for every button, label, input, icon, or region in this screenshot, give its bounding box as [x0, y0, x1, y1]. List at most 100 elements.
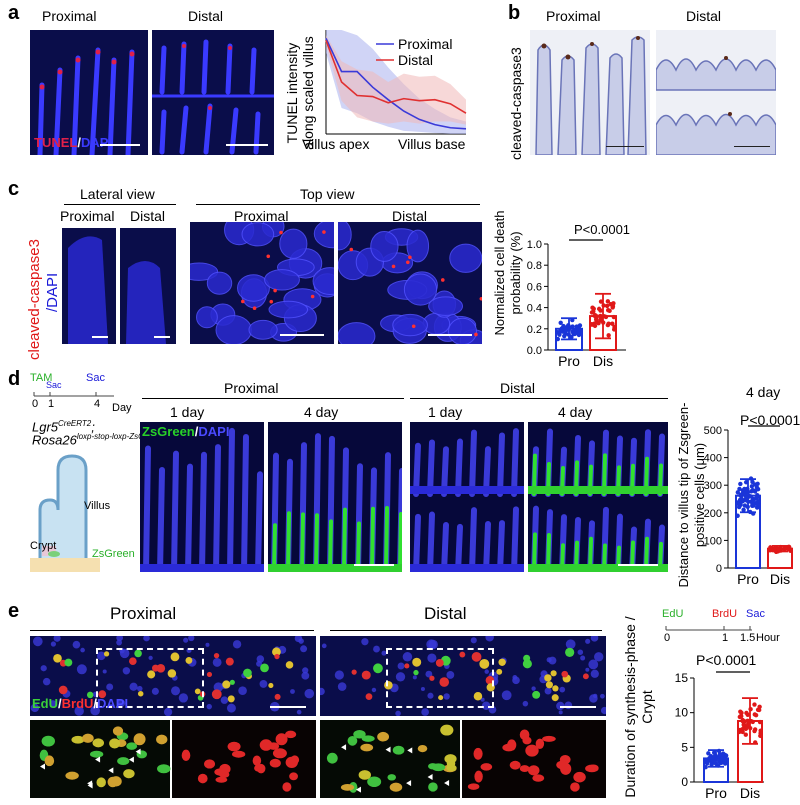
c-point [572, 331, 578, 337]
e-labeled-cell [53, 653, 62, 663]
e-point [717, 752, 723, 757]
c-point [558, 320, 563, 325]
e-labeled-cell [206, 671, 213, 678]
c-villus-crosssection [338, 222, 352, 251]
e-point [720, 751, 726, 756]
e-zoom-cell [157, 764, 171, 774]
e-nucleus [50, 641, 57, 647]
e-labeled-cell [152, 664, 160, 672]
e-point [752, 712, 757, 717]
d-ytick-label: 200 [704, 508, 722, 520]
e-nucleus [337, 682, 347, 691]
d-model-gene1: Lgr5 [32, 419, 59, 435]
e-zoom-cell [112, 726, 124, 736]
e-labeled-cell [523, 654, 531, 662]
e-labeled-cell [272, 647, 281, 657]
e-nucleus [565, 639, 576, 650]
e-zoom-cell [285, 756, 298, 768]
e-arrowhead [108, 767, 114, 774]
d-point [755, 494, 761, 499]
e-nucleus [256, 655, 265, 663]
e-zoom-cell [272, 748, 287, 759]
e-ytick-label: 0 [681, 775, 688, 789]
c-villus-crosssection [428, 296, 464, 316]
e-nucleus [548, 656, 557, 665]
b-proximal-label: Proximal [546, 8, 601, 24]
e-bar-chart: 0 5 10 15 Pro Dis [675, 671, 764, 801]
e-zoom-cell [527, 765, 540, 776]
e-nucleus [74, 706, 84, 716]
e-nucleus [470, 637, 477, 644]
d-dist-day4-image [528, 422, 668, 572]
e-zoom-cell [275, 733, 288, 746]
c-point [606, 333, 611, 338]
c-point [590, 305, 595, 310]
d-point [750, 501, 755, 507]
d-zsgreen-signal [370, 506, 375, 572]
c-point [605, 299, 611, 304]
e-labeled-cell [147, 670, 156, 679]
e-nucleus [30, 703, 40, 713]
d-day1a: 1 day [170, 404, 205, 420]
e-zoom-cell [215, 776, 228, 783]
d-point [737, 486, 742, 492]
a-proximal-label: Proximal [42, 8, 97, 24]
e-nucleus [427, 653, 437, 663]
d-model-sup1: CreERT2 [58, 419, 92, 428]
e-nucleus [212, 657, 222, 667]
c-villus-crosssection [448, 317, 478, 344]
e-arrowhead [341, 744, 347, 751]
c-lateral-bracket [64, 204, 176, 205]
b-ylabel: cleaved-caspase3 [508, 47, 524, 160]
e-arrowhead [427, 773, 433, 780]
e-zoom-cell [256, 763, 266, 774]
e-zoom-cell [502, 743, 516, 752]
e-nucleus [321, 643, 327, 649]
e-labeled-cell [222, 680, 231, 689]
e-labeled-cell [229, 679, 235, 685]
c-caspase-signal [406, 260, 410, 265]
c-caspase-signal [273, 288, 277, 293]
c-scale-bar-3 [280, 334, 324, 336]
e-distal-label: Distal [424, 604, 467, 623]
e-labeled-cell [551, 694, 559, 702]
c-villus-crosssection [241, 222, 275, 247]
d-chart-title: 4 day [746, 384, 781, 400]
d-timeline [33, 392, 114, 397]
c-point [611, 327, 617, 332]
a-line-proximal [325, 37, 467, 130]
e-labeled-cell [167, 669, 177, 678]
c-ytick-label: 0.2 [527, 324, 542, 336]
e-nucleus [585, 667, 590, 672]
e-nucleus [320, 687, 325, 696]
e-labeled-cell [545, 681, 553, 689]
e-zoom-cell [282, 782, 292, 792]
e-ytick-label: 15 [675, 671, 689, 685]
d-scale-bar-1 [354, 564, 394, 566]
e-labeled-cell [439, 677, 450, 687]
e-zoom-cell [367, 776, 382, 787]
e-nucleus [427, 692, 434, 699]
e-nucleus [106, 683, 114, 691]
e-nucleus [96, 651, 106, 661]
d-ytick-label: 400 [704, 453, 722, 465]
d-crypt-label: Crypt [30, 540, 57, 552]
e-nucleus [53, 636, 61, 642]
e-zoom-cell [92, 738, 105, 748]
e-zoom-cell [44, 755, 55, 767]
d-pvalue: P<0.0001 [740, 412, 800, 428]
e-nucleus [296, 709, 302, 715]
c-caspase-signal [391, 264, 396, 269]
e-zoom-cell [417, 744, 428, 753]
d-xtick-pro: Pro [737, 571, 759, 587]
e-point [722, 759, 727, 764]
e-zoom-cell [126, 742, 138, 750]
d-stain-blue: DAPI [198, 424, 230, 439]
panel-label-e: e [8, 600, 20, 622]
e-point [752, 728, 757, 734]
c-point [569, 334, 574, 340]
e-nucleus [361, 638, 369, 646]
d-proximal-label: Proximal [224, 380, 279, 396]
e-stain-sep1: / [58, 696, 62, 711]
e-nucleus [188, 636, 195, 642]
